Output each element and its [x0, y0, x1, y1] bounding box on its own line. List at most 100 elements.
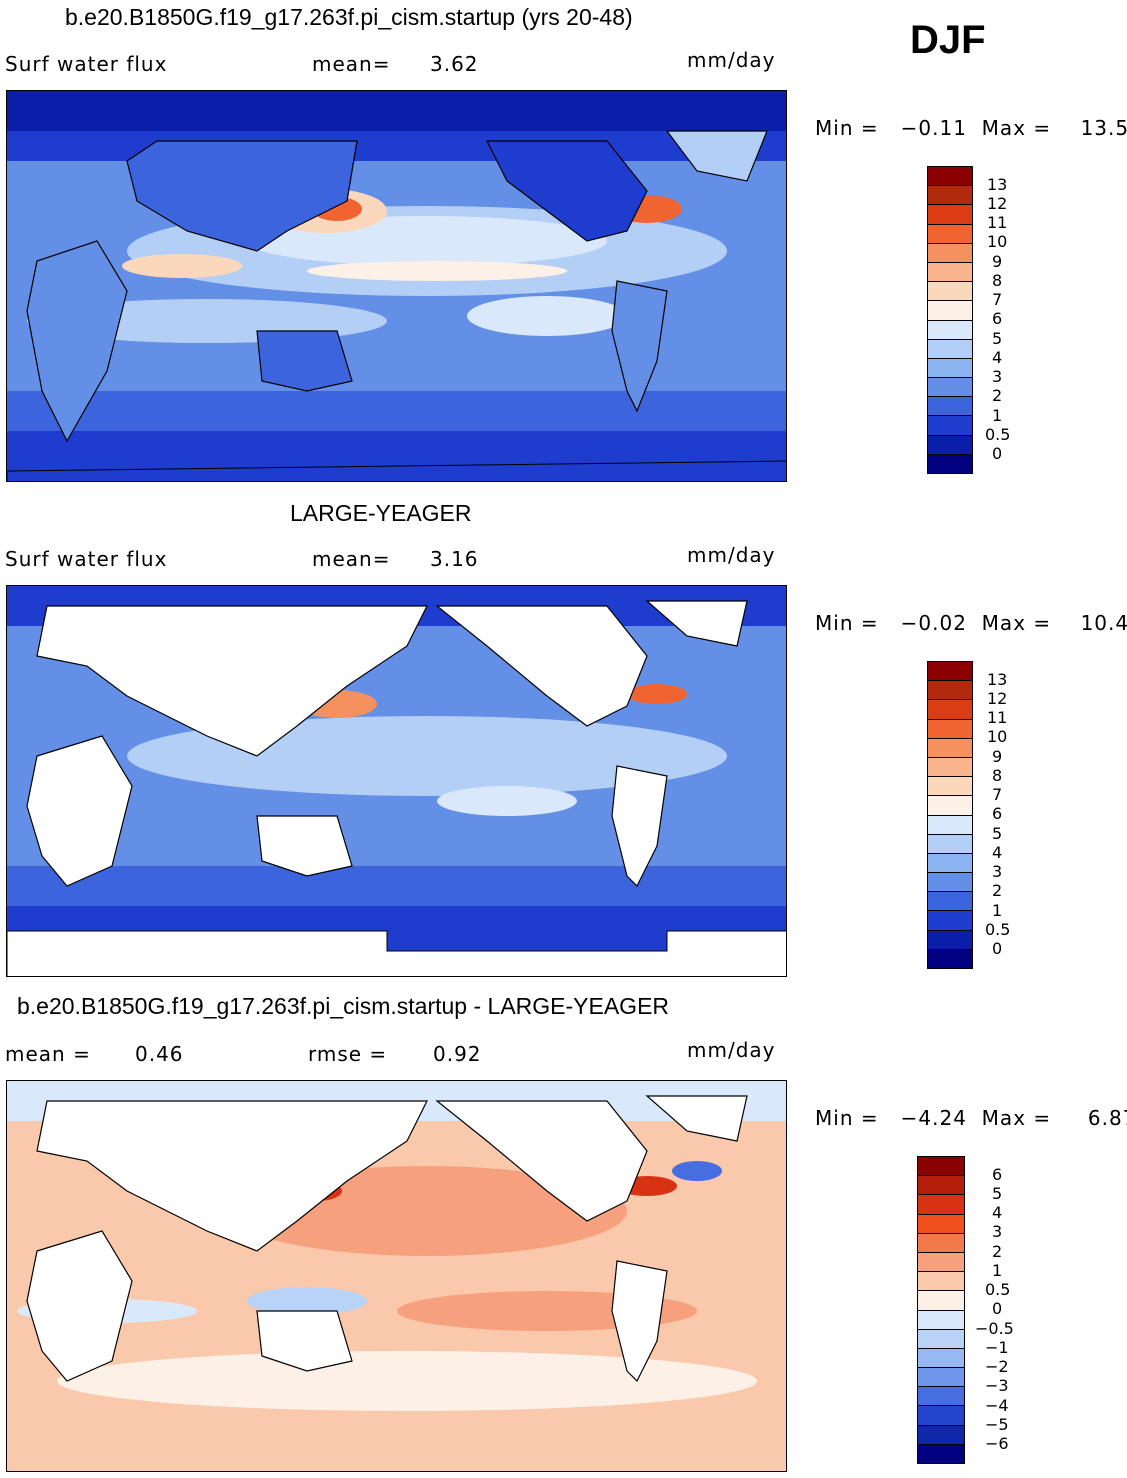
panel-2-swatch	[928, 930, 972, 950]
panel-1-colorbar	[927, 166, 973, 474]
panel-1-field-label: Surf water flux	[5, 52, 168, 76]
colorbar-tick-label: 11	[987, 708, 1008, 727]
panel-3-rmse-value: 0.92	[433, 1042, 482, 1066]
panel-3-swatch	[918, 1233, 964, 1253]
colorbar-tick-label: 0.5	[985, 1280, 1011, 1299]
panel-3-swatch	[918, 1387, 964, 1407]
colorbar-tick-label: −4	[985, 1396, 1009, 1415]
panel-3-swatch	[918, 1425, 964, 1445]
panel-2-swatch	[928, 719, 972, 739]
colorbar-tick-label: 5	[992, 1184, 1003, 1203]
panel-1-mean-value: 3.62	[430, 52, 479, 76]
panel-2-title: LARGE-YEAGER	[290, 500, 472, 526]
panel-1-swatch	[928, 282, 972, 302]
panel-2-swatch	[928, 911, 972, 931]
panel-2-colorbar	[927, 661, 973, 969]
panel-2-swatch	[928, 662, 972, 682]
panel-3-swatch	[918, 1368, 964, 1388]
colorbar-tick-label: 6	[992, 804, 1003, 823]
colorbar-tick-label: 10	[987, 232, 1008, 251]
panel-1-swatch	[928, 243, 972, 263]
colorbar-tick-label: 11	[987, 213, 1008, 232]
colorbar-tick-label: 3	[992, 1222, 1003, 1241]
panel-2-swatch	[928, 777, 972, 797]
colorbar-tick-label: 0	[992, 1299, 1003, 1318]
panel-3-swatch	[918, 1157, 964, 1177]
colorbar-tick-label: −6	[985, 1434, 1009, 1453]
panel-1-swatch	[928, 416, 972, 436]
panel-2-swatch	[928, 853, 972, 874]
colorbar-tick-label: 3	[992, 862, 1003, 881]
panel-3-swatch	[918, 1176, 964, 1196]
panel-1-swatch	[928, 301, 972, 321]
colorbar-tick-label: 9	[992, 252, 1003, 271]
colorbar-tick-label: 7	[992, 290, 1003, 309]
panel-1-map-plot	[7, 91, 786, 481]
panel-3-swatch	[918, 1444, 964, 1463]
colorbar-tick-label: 13	[987, 670, 1008, 689]
panel-2-swatch	[928, 949, 972, 968]
colorbar-tick-label: −2	[985, 1357, 1009, 1376]
panel-2-swatch	[928, 700, 972, 720]
colorbar-tick-label: 3	[992, 367, 1003, 386]
colorbar-tick-label: 7	[992, 785, 1003, 804]
colorbar-tick-label: 13	[987, 175, 1008, 194]
panel-3-swatch	[918, 1329, 964, 1349]
panel-2-map-plot	[7, 586, 786, 976]
panel-2-map	[6, 585, 787, 977]
season-label: DJF	[910, 18, 986, 62]
colorbar-tick-label: −5	[985, 1415, 1009, 1434]
panel-3-map	[6, 1080, 787, 1472]
colorbar-tick-label: −1	[985, 1338, 1009, 1357]
colorbar-tick-label: −3	[985, 1376, 1009, 1395]
panel-3-mean-label: mean =	[5, 1042, 91, 1066]
colorbar-tick-label: 8	[992, 271, 1003, 290]
panel-1-minmax: Min = −0.11 Max = 13.58	[815, 116, 1127, 140]
colorbar-tick-label: 1	[992, 406, 1003, 425]
panel-3-title: b.e20.B1850G.f19_g17.263f.pi_cism.startu…	[17, 993, 670, 1019]
panel-1-swatch	[928, 397, 972, 417]
colorbar-tick-label: 8	[992, 766, 1003, 785]
panel-3-colorbar	[917, 1156, 965, 1464]
panel-2-units: mm/day	[687, 543, 776, 567]
panel-3-minmax: Min = −4.24 Max = 6.87	[815, 1106, 1127, 1130]
panel-1-swatch	[928, 205, 972, 225]
colorbar-tick-label: 12	[987, 689, 1008, 708]
panel-3-map-plot	[7, 1081, 786, 1471]
colorbar-tick-label: 12	[987, 194, 1008, 213]
panel-1-units: mm/day	[687, 48, 776, 72]
panel-2-mean-label: mean=	[312, 547, 391, 571]
colorbar-tick-label: 4	[992, 1203, 1003, 1222]
colorbar-tick-label: 0.5	[985, 425, 1011, 444]
panel-2-swatch	[928, 796, 972, 816]
panel-1-title: b.e20.B1850G.f19_g17.263f.pi_cism.startu…	[65, 4, 633, 30]
colorbar-tick-label: 5	[992, 824, 1003, 843]
colorbar-tick-label: 0	[992, 939, 1003, 958]
panel-3-swatch	[918, 1252, 964, 1273]
panel-2-swatch	[928, 873, 972, 893]
panel-2-swatch	[928, 738, 972, 758]
panel-3-swatch	[918, 1348, 964, 1369]
colorbar-tick-label: 2	[992, 1242, 1003, 1261]
colorbar-tick-label: 6	[992, 309, 1003, 328]
panel-3-swatch	[918, 1406, 964, 1426]
colorbar-tick-label: 2	[992, 386, 1003, 405]
panel-1-map	[6, 90, 787, 482]
panel-2-minmax: Min = −0.02 Max = 10.47	[815, 611, 1127, 635]
colorbar-tick-label: 5	[992, 329, 1003, 348]
colorbar-tick-label: 4	[992, 348, 1003, 367]
panel-3-mean-value: 0.46	[135, 1042, 184, 1066]
panel-3-swatch	[918, 1291, 964, 1311]
panel-2-swatch	[928, 834, 972, 854]
panel-3-swatch	[918, 1214, 964, 1234]
colorbar-tick-label: 2	[992, 881, 1003, 900]
panel-1-swatch	[928, 224, 972, 244]
panel-1-swatch	[928, 186, 972, 206]
panel-1-swatch	[928, 262, 972, 283]
panel-1-swatch	[928, 435, 972, 455]
panel-1-swatch	[928, 454, 972, 473]
colorbar-tick-label: 0	[992, 444, 1003, 463]
colorbar-tick-label: 9	[992, 747, 1003, 766]
panel-3-rmse-label: rmse =	[308, 1042, 388, 1066]
panel-1-swatch	[928, 378, 972, 398]
